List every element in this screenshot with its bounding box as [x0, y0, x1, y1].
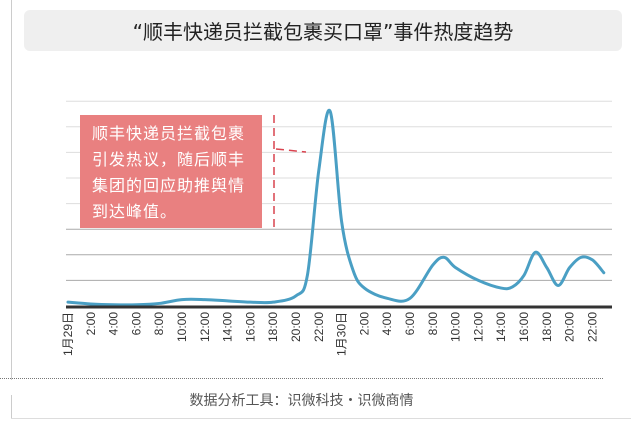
x-tick-label: 22:00: [585, 312, 599, 342]
x-tick-label: 1月29日: [61, 312, 75, 356]
x-tick-label: 6:00: [403, 312, 417, 336]
x-tick-label: 4:00: [380, 312, 394, 336]
footer-source: 数据分析工具：识微科技・识微商情: [189, 393, 414, 409]
x-tick-label: 18:00: [540, 312, 554, 342]
chart-title: “顺丰快递员拦截包裹买口罩”事件热度趋势: [24, 10, 622, 51]
frame-border: [11, 0, 12, 380]
frame-border: [11, 418, 631, 419]
annotation-pointer: [275, 148, 307, 153]
x-tick-label: 12:00: [198, 312, 212, 342]
frame-border: [11, 395, 12, 419]
x-tick-label: 4:00: [107, 312, 121, 336]
x-tick-label: 12:00: [471, 312, 485, 342]
x-tick-label: 22:00: [312, 312, 326, 342]
x-tick-label: 18:00: [266, 312, 280, 342]
x-tick-label: 20:00: [289, 312, 303, 342]
x-tick-label: 14:00: [494, 312, 508, 342]
heat-trend-line: [66, 108, 606, 307]
x-tick-label: 14:00: [221, 312, 235, 342]
footer-divider: [0, 378, 603, 379]
x-tick-label: 6:00: [129, 312, 143, 336]
x-tick-label: 10:00: [449, 312, 463, 342]
x-tick-label: 20:00: [563, 312, 577, 342]
x-tick-label: 10:00: [175, 312, 189, 342]
x-tick-label: 2:00: [357, 312, 371, 336]
x-tick-label: 2:00: [84, 312, 98, 336]
x-tick-label: 1月30日: [335, 312, 349, 356]
x-tick-label: 16:00: [517, 312, 531, 342]
x-tick-label: 16:00: [243, 312, 257, 342]
x-tick-label: 8:00: [426, 312, 440, 336]
annotation-box: 顺丰快递员拦截包裹引发热议，随后顺丰集团的回应助推舆情到达峰值。: [80, 115, 262, 228]
x-tick-label: 8:00: [152, 312, 166, 336]
